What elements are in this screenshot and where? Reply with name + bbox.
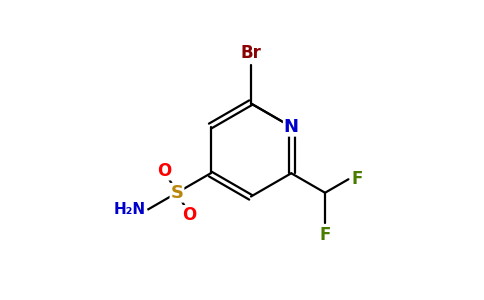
Text: O: O bbox=[157, 162, 171, 180]
Text: O: O bbox=[182, 206, 197, 224]
Text: F: F bbox=[319, 226, 331, 244]
Text: H₂N: H₂N bbox=[113, 202, 145, 217]
Text: Br: Br bbox=[241, 44, 261, 62]
Text: S: S bbox=[170, 184, 183, 202]
Text: N: N bbox=[284, 118, 299, 136]
Text: F: F bbox=[351, 170, 363, 188]
